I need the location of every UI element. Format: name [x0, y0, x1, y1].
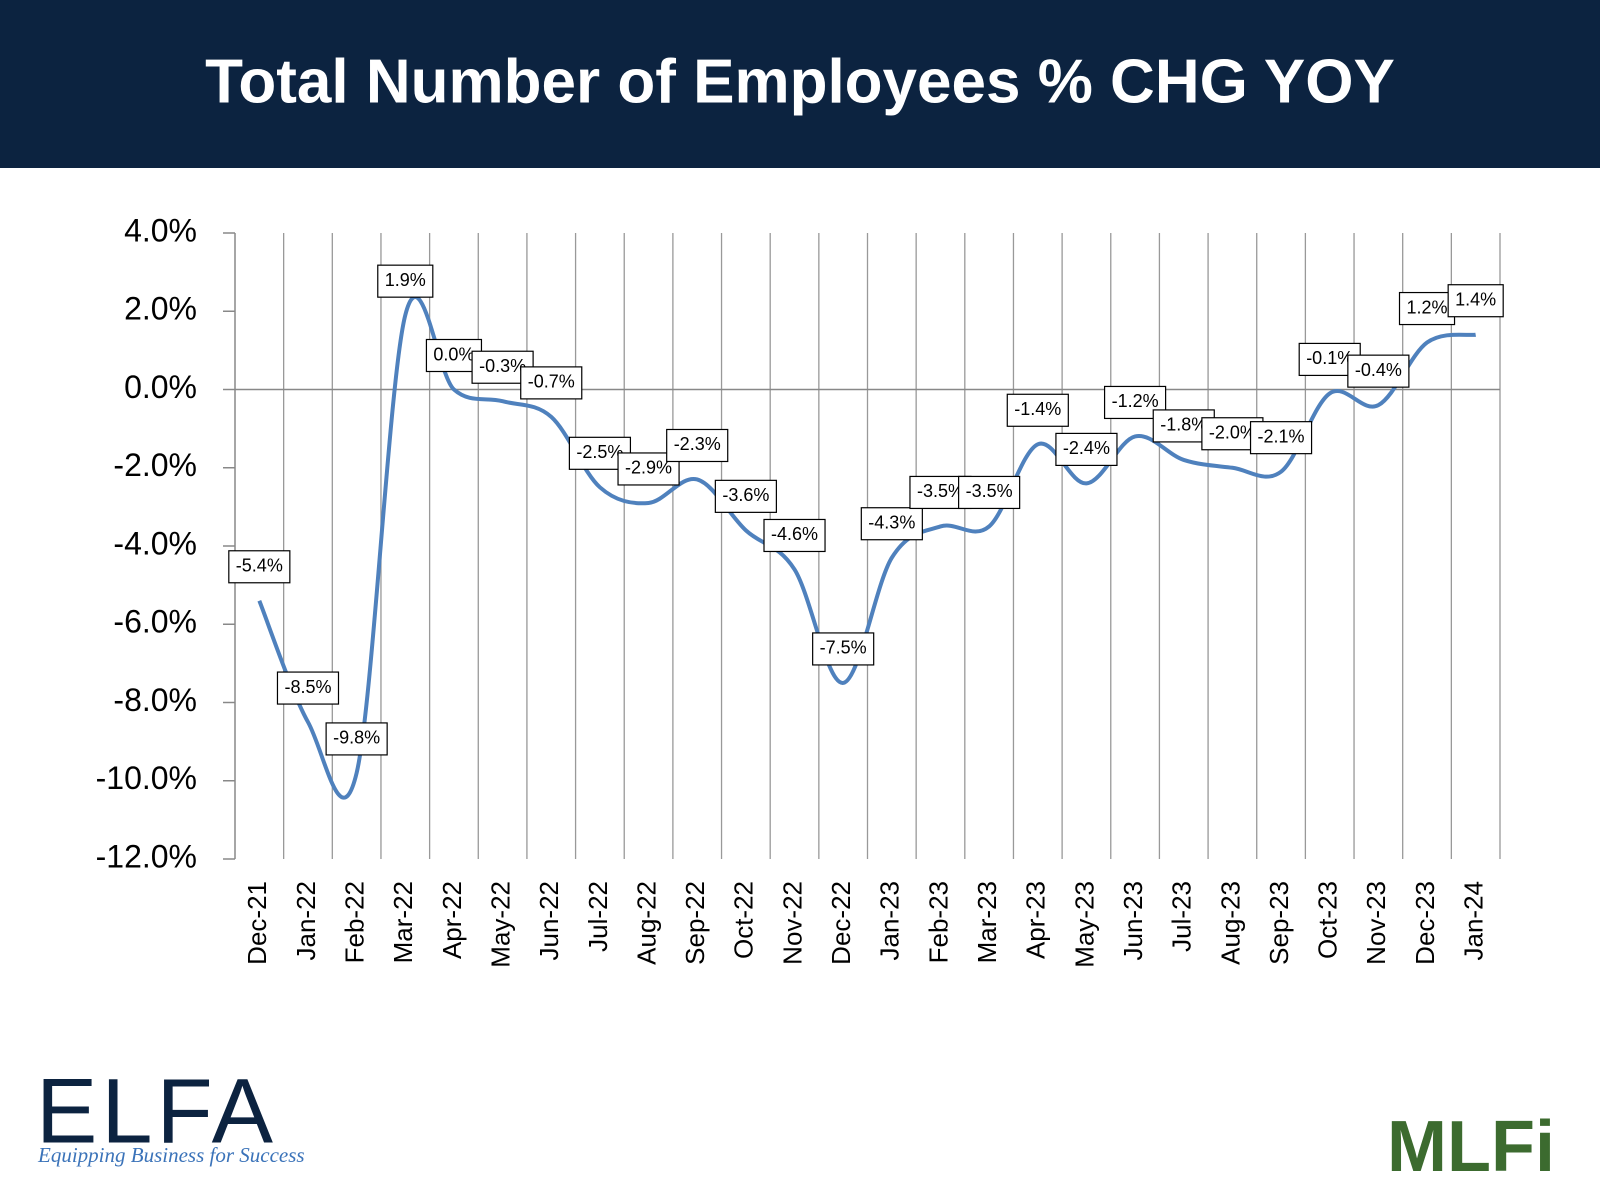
y-tick-label: 4.0% — [124, 212, 197, 248]
chart-title: Total Number of Employees % CHG YOY — [205, 47, 1395, 116]
data-label-box — [714, 479, 777, 513]
data-label: -1.2% — [1112, 391, 1159, 411]
data-label-box — [1347, 354, 1410, 388]
y-tick-label: 2.0% — [124, 291, 197, 327]
data-label-box — [763, 518, 826, 553]
y-tick-label: -12.0% — [96, 838, 197, 874]
elfa-tagline: Equipping Business for Success — [37, 1143, 305, 1167]
x-tick-label: Jun-22 — [534, 881, 564, 961]
data-label: -2.4% — [1063, 438, 1110, 458]
data-label: -2.3% — [674, 434, 721, 454]
elfa-logo: ELFA — [36, 1060, 277, 1162]
x-tick-label: Feb-23 — [923, 881, 953, 963]
y-tick-label: -4.0% — [113, 525, 197, 561]
data-label: -1.4% — [1014, 399, 1061, 419]
y-tick-label: -2.0% — [113, 447, 197, 483]
data-label-box — [1006, 393, 1069, 427]
x-tick-label: Oct-22 — [729, 881, 759, 959]
data-label-box — [377, 264, 434, 298]
data-label: -5.4% — [236, 556, 283, 576]
data-label-box — [860, 507, 923, 541]
x-tick-label: Sep-22 — [680, 881, 710, 965]
data-label: -0.7% — [528, 372, 575, 392]
data-label-box — [325, 722, 388, 756]
x-tick-label: May-22 — [485, 881, 515, 968]
x-tick-label: Mar-23 — [972, 881, 1002, 963]
data-label-box — [276, 671, 340, 705]
data-label: -2.9% — [625, 458, 672, 478]
y-tick-label: -10.0% — [96, 760, 197, 796]
x-tick-label: Apr-23 — [1021, 881, 1051, 959]
x-tick-label: Feb-22 — [340, 881, 370, 963]
data-label-box — [666, 428, 729, 463]
x-tick-label: Aug-23 — [1215, 881, 1245, 965]
data-label: -1.8% — [1160, 415, 1207, 435]
data-label: -3.5% — [917, 481, 964, 501]
data-label: -0.1% — [1306, 348, 1353, 368]
data-label: -7.5% — [820, 638, 867, 658]
y-tick-label: -6.0% — [113, 604, 197, 640]
y-tick-label: 0.0% — [124, 369, 197, 405]
data-label: -8.5% — [284, 677, 331, 697]
data-label: 0.0% — [433, 344, 474, 364]
data-label-box — [1249, 421, 1313, 455]
data-label-box — [812, 632, 875, 666]
x-tick-label: Oct-23 — [1313, 881, 1343, 959]
header-band — [0, 0, 1600, 168]
data-label: -0.3% — [479, 356, 526, 376]
x-tick-label: Jul-22 — [583, 881, 613, 952]
mlfi-logo: MLFi — [1387, 1107, 1555, 1187]
x-tick-label: Jun-23 — [1118, 881, 1148, 961]
x-tick-label: Mar-22 — [388, 881, 418, 963]
x-tick-label: Aug-22 — [631, 881, 661, 965]
data-label: 1.4% — [1455, 289, 1496, 309]
data-label: -2.1% — [1258, 426, 1305, 446]
y-tick-label: -8.0% — [113, 682, 197, 718]
x-tick-label: Nov-23 — [1361, 881, 1391, 965]
data-label: 1.9% — [385, 270, 426, 290]
data-label: -4.3% — [868, 512, 915, 532]
data-label: -2.5% — [576, 442, 623, 462]
data-label: -3.5% — [966, 481, 1013, 501]
data-label-box — [1055, 432, 1118, 466]
data-label-box — [1447, 284, 1504, 318]
data-label: -4.6% — [771, 524, 818, 544]
x-tick-label: Sep-23 — [1264, 881, 1294, 965]
data-label-box — [520, 366, 583, 400]
x-tick-label: Jan-22 — [291, 881, 321, 961]
data-label-box — [228, 550, 291, 584]
data-label: -9.8% — [333, 728, 380, 748]
data-label: -0.4% — [1355, 360, 1402, 380]
x-tick-label: Dec-21 — [242, 881, 272, 965]
x-tick-label: Dec-23 — [1410, 881, 1440, 965]
data-label-box — [1398, 291, 1456, 326]
x-tick-label: Jan-23 — [875, 881, 905, 961]
x-tick-label: Jul-23 — [1167, 881, 1197, 952]
data-label: -3.6% — [722, 485, 769, 505]
x-tick-label: Nov-22 — [777, 881, 807, 965]
data-label: -2.0% — [1209, 423, 1256, 443]
x-tick-label: Apr-22 — [437, 881, 467, 959]
x-tick-label: Dec-22 — [826, 881, 856, 965]
x-tick-label: Jan-24 — [1459, 881, 1489, 961]
x-tick-label: May-23 — [1069, 881, 1099, 968]
data-label: 1.2% — [1407, 297, 1448, 317]
data-label-box — [958, 475, 1021, 510]
